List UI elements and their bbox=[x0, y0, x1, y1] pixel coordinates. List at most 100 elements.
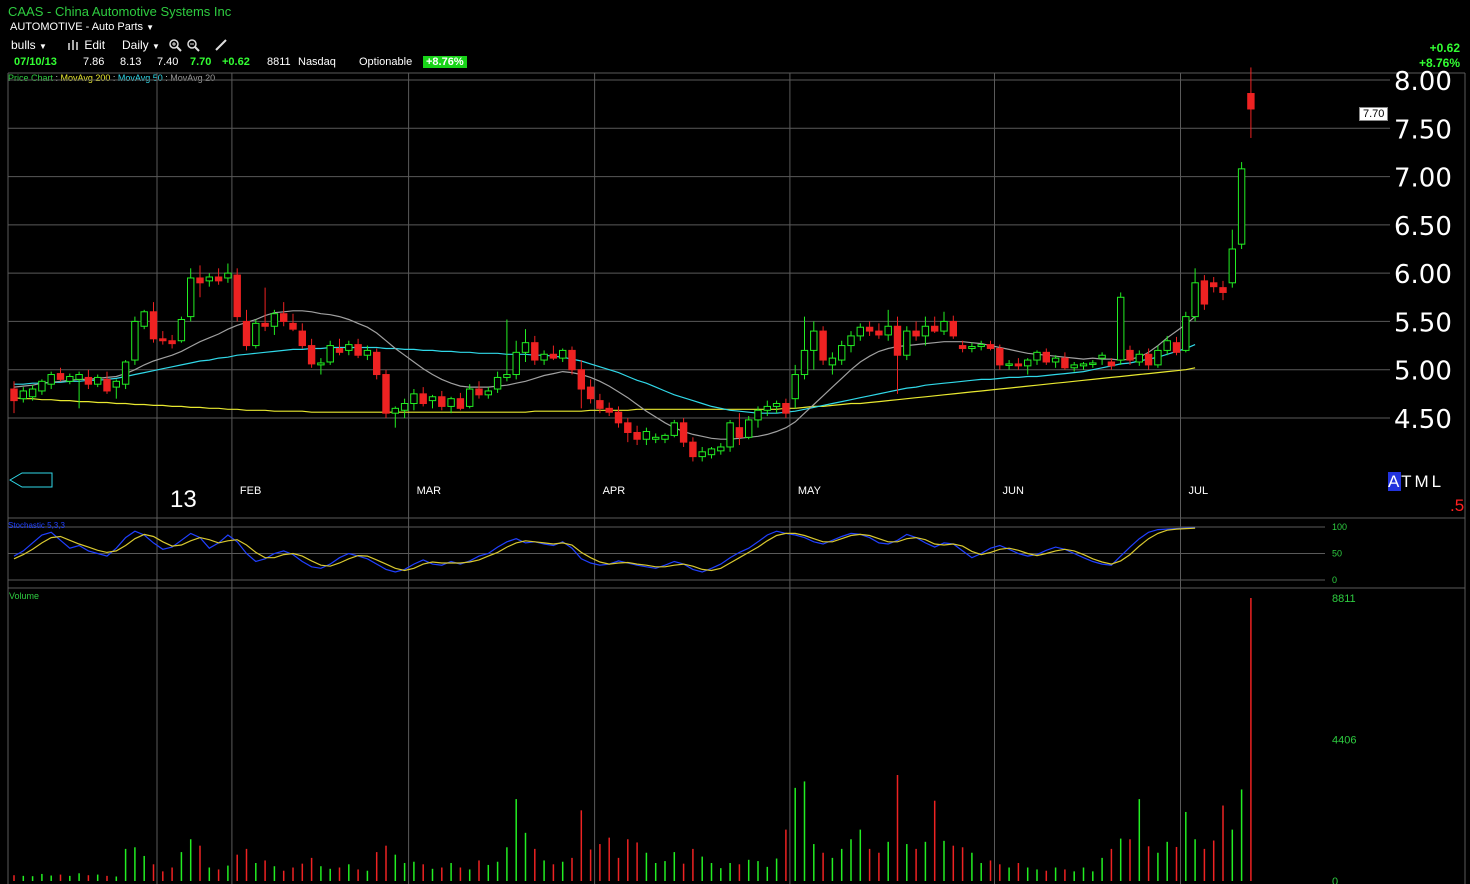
period-dropdown[interactable]: Daily ▼ bbox=[122, 38, 160, 52]
candle-body bbox=[1237, 168, 1246, 245]
candle bbox=[577, 360, 585, 409]
candle bbox=[586, 379, 595, 404]
candle-body bbox=[912, 330, 920, 337]
candle-body bbox=[698, 451, 706, 458]
timeframe-tml[interactable]: TML bbox=[1401, 472, 1445, 491]
candle-body bbox=[1200, 280, 1209, 305]
candle bbox=[1051, 355, 1060, 368]
candle bbox=[559, 348, 567, 362]
price-axis-label: 8.00 bbox=[1394, 67, 1452, 97]
candle bbox=[800, 316, 809, 380]
candle bbox=[196, 265, 204, 298]
candle-body bbox=[75, 374, 83, 380]
chevron-down-icon: ▼ bbox=[146, 23, 155, 32]
candle-body bbox=[884, 325, 892, 336]
study-legend: Price Chart : MovAvg 200 : MovAvg 50 : M… bbox=[8, 73, 215, 83]
candle-body bbox=[819, 330, 827, 361]
scroll-handle[interactable] bbox=[9, 472, 53, 488]
candle-body bbox=[205, 276, 214, 282]
candle-body bbox=[10, 388, 18, 402]
candle bbox=[986, 340, 995, 351]
study-ma50[interactable]: MovAvg 50 bbox=[117, 73, 163, 83]
list-dropdown[interactable]: bulls ▼ bbox=[11, 38, 47, 52]
candle bbox=[717, 443, 725, 455]
candle bbox=[280, 302, 288, 327]
candle bbox=[949, 315, 957, 339]
candle bbox=[698, 446, 706, 462]
candle-body bbox=[614, 411, 623, 424]
chevron-down-icon: ▼ bbox=[152, 42, 160, 51]
candle-body bbox=[1182, 316, 1190, 351]
timeframe-buttons[interactable]: ATML bbox=[1388, 472, 1444, 492]
candle-body bbox=[289, 322, 297, 330]
candle-body bbox=[317, 362, 325, 366]
candle-body bbox=[847, 335, 855, 347]
volume-axis-label: 0 bbox=[1332, 876, 1338, 884]
list-label: bulls bbox=[11, 38, 36, 52]
candle-body bbox=[410, 393, 418, 405]
ma200-line bbox=[13, 367, 1196, 413]
candle bbox=[670, 419, 678, 438]
candle-body bbox=[670, 422, 678, 436]
quote-volume: 8811 bbox=[267, 56, 291, 68]
candle bbox=[214, 268, 223, 285]
candle-body bbox=[726, 422, 734, 448]
candle-body bbox=[503, 374, 511, 378]
study-ma20[interactable]: MovAvg 20 bbox=[170, 73, 216, 83]
candle bbox=[233, 268, 241, 322]
industry-dropdown[interactable]: AUTOMOTIVE - Auto Parts ▼ bbox=[10, 21, 154, 33]
candle bbox=[828, 352, 837, 375]
ma50-line bbox=[14, 344, 1196, 414]
candle bbox=[1024, 358, 1032, 375]
month-label: JUN bbox=[1003, 485, 1024, 497]
candle bbox=[493, 371, 502, 393]
candle bbox=[1144, 348, 1153, 370]
candle-body bbox=[949, 320, 957, 337]
candle-body bbox=[717, 446, 725, 452]
draw-tool-button[interactable] bbox=[214, 38, 228, 55]
candle-body bbox=[103, 378, 111, 392]
candle bbox=[400, 398, 409, 418]
candle-body bbox=[428, 396, 437, 402]
candle-body bbox=[447, 398, 455, 407]
candle bbox=[865, 321, 874, 336]
candle bbox=[772, 400, 781, 414]
candle bbox=[317, 358, 325, 375]
candle bbox=[1219, 280, 1227, 301]
year-label: 13 bbox=[170, 486, 197, 513]
candle-body bbox=[828, 357, 837, 366]
candle-body bbox=[1033, 351, 1041, 361]
change-pct-value: +8.76% bbox=[423, 56, 467, 68]
zoom-in-button[interactable] bbox=[168, 38, 182, 55]
candle-body bbox=[280, 313, 288, 322]
candle-body bbox=[559, 349, 567, 359]
candle-body bbox=[865, 326, 874, 332]
candle-body bbox=[540, 353, 548, 361]
candle bbox=[47, 371, 55, 390]
candle bbox=[447, 396, 455, 414]
candle-body bbox=[345, 344, 353, 351]
price-axis-label: 7.00 bbox=[1394, 164, 1452, 194]
candle bbox=[428, 394, 437, 409]
candle bbox=[689, 437, 697, 462]
study-price-chart[interactable]: Price Chart bbox=[8, 73, 54, 83]
timeframe-a[interactable]: A bbox=[1388, 472, 1402, 491]
optionable-label: Optionable bbox=[359, 56, 413, 68]
candle-body bbox=[1117, 296, 1125, 361]
candle bbox=[614, 406, 623, 428]
candle-body bbox=[1154, 349, 1162, 366]
study-ma200[interactable]: MovAvg 200 bbox=[60, 73, 111, 83]
candle bbox=[531, 335, 539, 365]
edit-button[interactable]: Edit bbox=[67, 38, 105, 53]
candle-body bbox=[382, 374, 390, 414]
zoom-out-button[interactable] bbox=[186, 38, 200, 55]
candle-body bbox=[689, 441, 697, 458]
candle bbox=[624, 418, 632, 443]
candle-body bbox=[531, 342, 539, 361]
candle-body bbox=[893, 325, 902, 356]
candle-body bbox=[791, 374, 799, 400]
candle-body bbox=[56, 373, 65, 380]
candle-body bbox=[298, 330, 307, 347]
candle-body bbox=[903, 330, 911, 356]
